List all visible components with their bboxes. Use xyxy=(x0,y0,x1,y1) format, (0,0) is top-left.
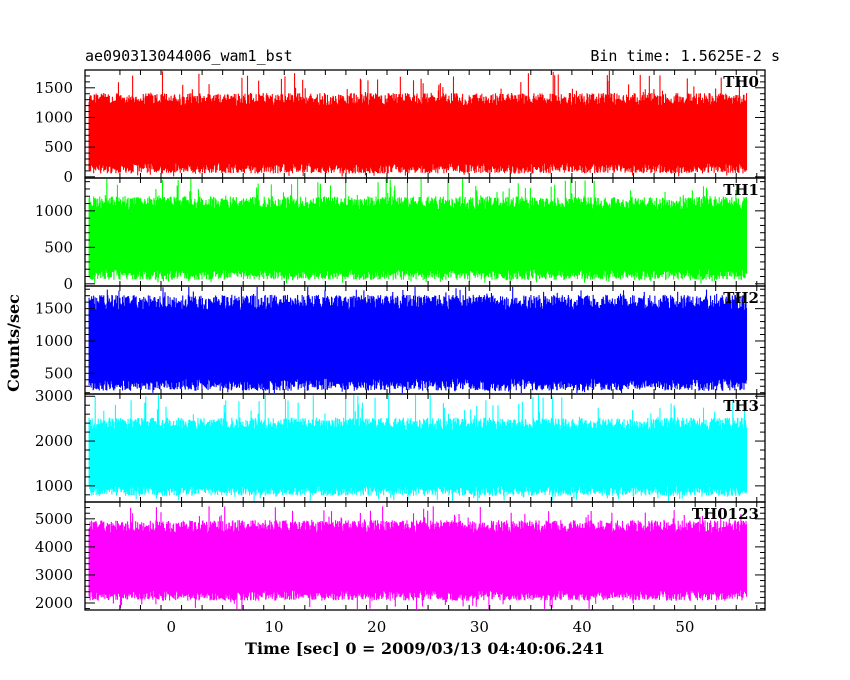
y-tick-label: 1000 xyxy=(35,202,73,220)
panel-label-TH3: TH3 xyxy=(723,397,759,415)
x-tick-label: 0 xyxy=(167,618,177,636)
panel-TH1: 0 500 1000 TH1 xyxy=(35,177,766,293)
x-tick-label: 10 xyxy=(264,618,283,636)
y-tick-label: 500 xyxy=(44,138,73,156)
y-tick-label: 2000 xyxy=(35,432,73,450)
panel-TH3: 1000 2000 3000 TH3 xyxy=(35,387,766,503)
x-axis-label: Time [sec] 0 = 2009/03/13 04:40:06.241 xyxy=(245,639,605,658)
x-tick-label: 40 xyxy=(573,618,592,636)
y-tick-label: 3000 xyxy=(35,387,73,405)
y-tick-label: 1000 xyxy=(35,108,73,126)
y-tick-label: 0 xyxy=(63,275,73,293)
y-tick-label: 1000 xyxy=(35,332,73,350)
panel-TH2: 500 1000 1500 TH2 xyxy=(35,285,766,395)
x-tick-label: 20 xyxy=(367,618,386,636)
x-tick-label: 50 xyxy=(675,618,694,636)
y-tick-label: 1500 xyxy=(35,300,73,318)
series-TH2 xyxy=(88,287,748,393)
series-TH0123 xyxy=(88,506,748,609)
chart-subtitle: Bin time: 1.5625E-2 s xyxy=(590,47,780,65)
y-tick-label: 4000 xyxy=(35,538,73,556)
y-axis-label: Counts/sec xyxy=(4,294,23,392)
y-tick-label: 3000 xyxy=(35,566,73,584)
series-TH0 xyxy=(88,71,748,177)
panel-label-TH1: TH1 xyxy=(723,181,759,199)
panel-label-TH2: TH2 xyxy=(723,289,759,307)
y-tick-label: 5000 xyxy=(35,510,73,528)
y-tick-label: 1500 xyxy=(35,79,73,97)
y-tick-label: 2000 xyxy=(35,594,73,612)
x-tick-label: 30 xyxy=(470,618,489,636)
panels-group: 0 500 1000 1500 TH0 0 500 1000 TH1 500 1000 1500 TH2… xyxy=(35,69,766,612)
x-axis: 0 10 20 30 40 50 xyxy=(167,618,695,636)
panel-label-TH0123: TH0123 xyxy=(692,505,759,523)
chart-title: ae090313044006_wam1_bst xyxy=(85,47,293,65)
panel-frame xyxy=(84,501,766,611)
y-tick-label: 0 xyxy=(63,168,73,186)
series-TH3 xyxy=(88,395,748,501)
panel-label-TH0: TH0 xyxy=(723,73,759,91)
y-tick-label: 500 xyxy=(44,238,73,256)
y-tick-label: 1000 xyxy=(35,477,73,495)
panel-TH0123: 2000 3000 4000 5000 TH0123 xyxy=(35,501,766,612)
series-TH1 xyxy=(88,179,748,284)
y-tick-label: 500 xyxy=(44,364,73,382)
panel-TH0: 0 500 1000 1500 TH0 xyxy=(35,69,766,186)
